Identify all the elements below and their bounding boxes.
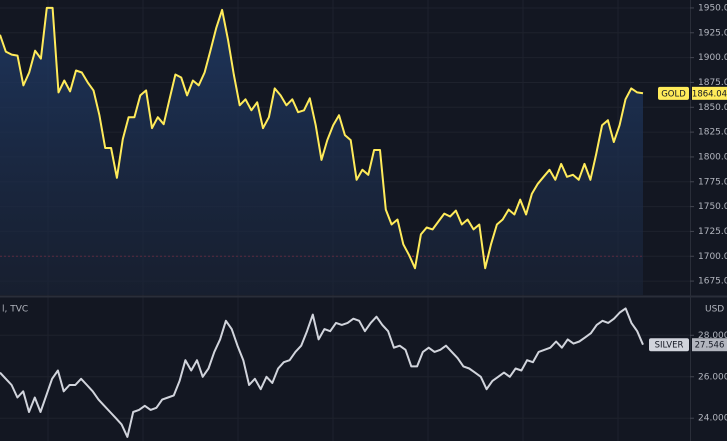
y-tick-label: 1700.00 [698,252,727,262]
line [0,307,644,438]
y-tick-label: 28.000 [698,331,727,341]
y-tick-label: 26.000 [698,372,727,382]
badge-name-box [658,86,689,100]
badge-value-box [692,338,727,352]
unit-label: USD [705,305,724,315]
badge-value-box [692,86,727,100]
y-tick-label: 1725.00 [698,227,727,237]
y-tick-label: 1750.00 [698,202,727,212]
y-tick-label: 1825.00 [698,128,727,138]
source-label: l, TVC [2,305,28,315]
y-tick-label: 24.000 [698,414,727,424]
y-tick-label: 1850.00 [698,103,727,113]
y-tick-label: 1900.00 [698,53,727,63]
y-tick-label: 1950.00 [698,3,727,13]
area-line [0,6,644,270]
badge-name-box [649,338,689,352]
legend-label: GOLD [661,89,686,99]
y-tick-label: 1675.00 [698,277,727,287]
y-tick-label: 1800.00 [698,152,727,162]
last-value-label: 1864.04 [692,89,727,99]
legend-label: SILVER [655,341,684,351]
last-value-label: 27.546 [695,341,725,351]
area-fill [0,7,643,296]
y-tick-label: 1775.00 [698,177,727,187]
last-value-badge: GOLD 1864.04 [658,86,727,100]
y-tick-label: 1875.00 [698,78,727,88]
y-tick-label: 1925.00 [698,28,727,38]
last-value-badge: SILVER 27.546 [649,338,727,352]
